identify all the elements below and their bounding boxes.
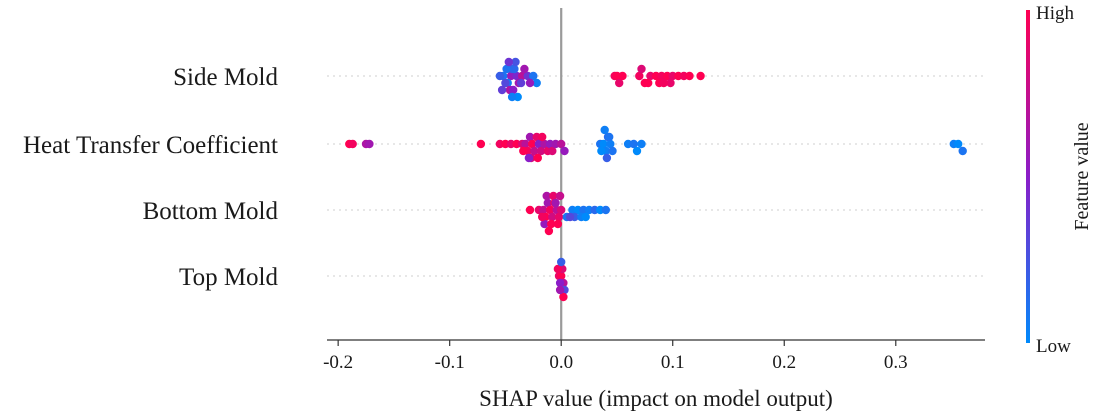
shap-point (519, 146, 528, 156)
shap-point (696, 71, 705, 81)
feature-labels: Side Mold Heat Transfer Coefficient Bottom… (23, 64, 279, 291)
shap-point (555, 285, 565, 295)
shap-point (555, 191, 565, 201)
shap-point (632, 146, 642, 156)
shap-point (545, 205, 555, 215)
shap-point (581, 212, 590, 222)
shap-point (528, 139, 537, 149)
colorbar-title: Feature value (1071, 122, 1093, 230)
shap-point (557, 139, 566, 149)
shap-point (529, 71, 538, 81)
shap-point (542, 191, 551, 201)
shap-point (510, 64, 519, 74)
colorbar: High Low Feature value (1026, 3, 1093, 357)
shap-point (618, 71, 627, 81)
x-tick-label: 0.0 (549, 352, 573, 373)
shap-point (635, 71, 644, 81)
x-axis-title: SHAP value (impact on model output) (479, 386, 833, 411)
shap-point (605, 132, 614, 142)
shap-point (555, 278, 565, 288)
shap-point (495, 71, 505, 81)
shap-point (602, 153, 612, 163)
shap-point (538, 132, 547, 142)
shap-point (543, 198, 552, 208)
shap-point (544, 226, 554, 236)
shap-points (345, 57, 967, 302)
shap-point (530, 146, 539, 156)
feature-label: Side Mold (173, 64, 278, 91)
shap-point (532, 78, 541, 88)
shap-point (548, 146, 557, 156)
shap-point (954, 139, 963, 149)
shap-point (553, 219, 563, 229)
colorbar-high-label: High (1036, 3, 1075, 24)
shap-point (525, 132, 535, 142)
x-tick-label: 0.2 (772, 352, 796, 373)
shap-point (599, 139, 608, 149)
shap-point (608, 146, 617, 156)
x-axis: -0.2 -0.1 0.0 0.1 0.2 0.3 (323, 339, 985, 373)
shap-point (547, 219, 556, 229)
x-tick-label: 0.1 (661, 352, 685, 373)
shap-point (606, 139, 615, 149)
feature-label: Bottom Mold (143, 198, 279, 225)
shap-point (525, 205, 535, 215)
shap-point (615, 78, 624, 88)
shap-point (958, 146, 967, 156)
feature-label: Heat Transfer Coefficient (23, 132, 278, 159)
x-tick-label: -0.2 (323, 352, 353, 373)
shap-point (666, 78, 675, 88)
shap-point (629, 139, 638, 149)
colorbar-low-label: Low (1036, 336, 1071, 357)
shap-point (597, 146, 606, 156)
shap-point (525, 78, 535, 88)
shap-point (507, 92, 517, 102)
shap-point (365, 139, 374, 149)
shap-point (348, 139, 357, 149)
shap-point (502, 64, 511, 74)
shap-point (557, 205, 566, 215)
shap-point (516, 78, 526, 88)
shap-point (504, 57, 513, 67)
shap-point (600, 125, 609, 135)
shap-point (559, 292, 568, 302)
shap-point (560, 146, 569, 156)
x-tick-label: -0.1 (435, 352, 465, 373)
colorbar-gradient (1026, 10, 1030, 343)
shap-point (557, 271, 566, 281)
shap-point (533, 153, 542, 163)
shap-point (637, 139, 646, 149)
shap-point (520, 64, 529, 74)
shap-point (497, 85, 507, 95)
shap-point (524, 153, 534, 163)
shap-point (659, 78, 668, 88)
shap-point (644, 78, 653, 88)
row-gridlines (327, 75, 985, 277)
shap-point (536, 146, 546, 156)
shap-point (549, 191, 558, 201)
shap-point (540, 219, 549, 229)
shap-point (551, 198, 560, 208)
shap-point (637, 64, 646, 74)
shap-point (601, 205, 610, 215)
shap-point (501, 78, 510, 88)
shap-point (476, 139, 486, 149)
feature-label: Top Mold (179, 264, 278, 291)
shap-point (548, 212, 557, 222)
shap-point (539, 205, 548, 215)
shap-point (554, 212, 564, 222)
shap-point (557, 257, 566, 267)
shap-point (553, 264, 563, 274)
shap-point (521, 139, 530, 149)
shap-point (509, 85, 518, 95)
shap-point (538, 212, 547, 222)
shap-point (511, 57, 520, 67)
shap-point (685, 71, 694, 81)
x-tick-label: 0.3 (884, 352, 908, 373)
shap-point (565, 212, 575, 222)
